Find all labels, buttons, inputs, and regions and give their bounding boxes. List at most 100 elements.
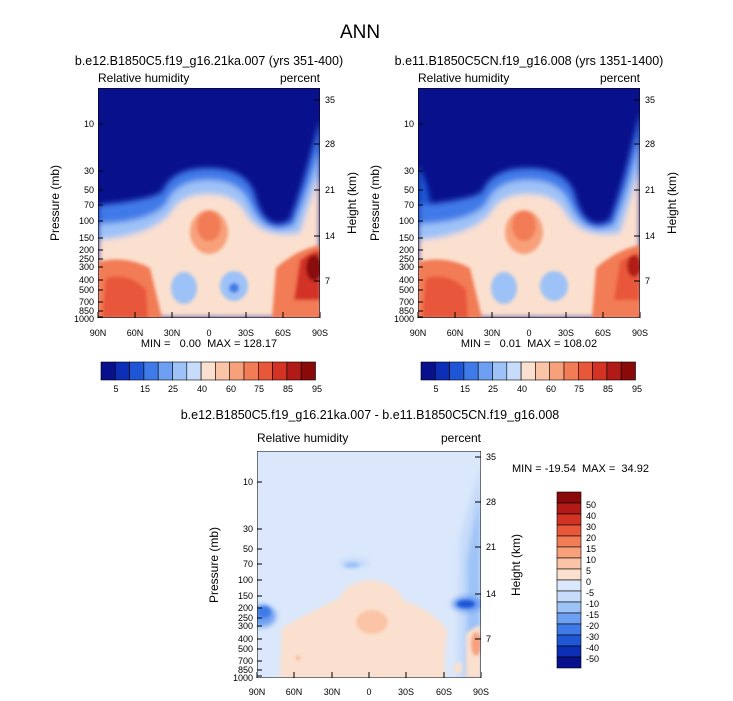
y-tick-label: 500 [399, 285, 414, 295]
colorbar-swatch [449, 361, 465, 381]
colorbar-swatch [434, 361, 450, 381]
y2-tick-label: 21 [325, 185, 335, 195]
colorbar-labels: 5 15 25 40 60 75 85 95 [433, 384, 642, 394]
colorbar-label: 15 [460, 384, 470, 394]
x-tick-label: 90S [632, 328, 648, 338]
x-tick-label: 90S [312, 328, 328, 338]
y-tick-label: 850 [238, 665, 253, 675]
panel-2-y2label: Height (km) [665, 172, 679, 234]
y2-tick-label: 14 [325, 231, 335, 241]
colorbar-swatch [143, 361, 159, 381]
y-tick-label: 70 [404, 200, 414, 210]
x-tick-label: 30S [398, 687, 414, 697]
colorbar-label: 20 [586, 533, 596, 543]
colorbar-swatch [286, 361, 302, 381]
colorbar-swatch [300, 361, 316, 381]
colorbar-label: -15 [586, 610, 599, 620]
y-tick-label: 500 [238, 644, 253, 654]
colorbar-swatch [463, 361, 479, 381]
colorbar-label: -40 [586, 643, 599, 653]
colorbar-swatch [115, 361, 130, 381]
panel-3-title: b.e12.B1850C5.f19_g16.21ka.007 - b.e11.B… [181, 408, 560, 422]
colorbar-swatch [592, 361, 608, 381]
y-tick-label: 850 [399, 306, 414, 316]
x-tick-label: 30N [324, 687, 341, 697]
colorbar-label: -10 [586, 599, 599, 609]
panel-1-right-label: percent [280, 71, 321, 85]
x-tick-label: 30S [558, 328, 574, 338]
colorbar-swatch [556, 513, 582, 526]
colorbar-label: 40 [197, 384, 207, 394]
panel-1: b.e12.B1850C5.f19_g16.21ka.007 (yrs 351-… [48, 54, 359, 394]
colorbar-label: 95 [632, 384, 642, 394]
panel-1-y2label: Height (km) [345, 172, 359, 234]
panel-3-left-label: Relative humidity [257, 431, 348, 445]
colorbar-swatch [556, 645, 582, 658]
panel-2-x-tick-labels: 90N 60N 30N 0 30S 60S 90S [410, 328, 648, 338]
colorbar-label: 95 [312, 384, 322, 394]
y2-tick-label: 7 [486, 634, 491, 644]
colorbar-label: 15 [140, 384, 150, 394]
x-tick-label: 30N [484, 328, 501, 338]
colorbar-label: -5 [586, 588, 594, 598]
x-tick-label: 30S [238, 328, 254, 338]
y-tick-label: 10 [84, 119, 94, 129]
colorbar-labels: 50 40 30 20 15 10 5 0 -5 -10 -15 -20 -30… [586, 500, 599, 664]
panel-3-ylabel: Pressure (mb) [207, 527, 221, 603]
colorbar-swatch [200, 361, 216, 381]
colorbar-swatch [257, 361, 273, 381]
colorbar-swatch [186, 361, 202, 381]
colorbar-swatch [556, 656, 582, 669]
y-tick-label: 200 [79, 245, 94, 255]
colorbar-label: 25 [168, 384, 178, 394]
y-tick-label: 300 [238, 621, 253, 631]
colorbar-swatch [556, 634, 582, 647]
panel-1-left-label: Relative humidity [98, 71, 189, 85]
colorbar-swatch [556, 623, 582, 636]
y-tick-label: 100 [79, 216, 94, 226]
panel-3-y2label: Height (km) [509, 534, 523, 596]
colorbar-swatch [272, 361, 288, 381]
panel-1-y-tick-labels: 10 30 50 70 100 150 200 250 300 400 500 … [74, 119, 94, 324]
colorbar-label: 5 [113, 384, 118, 394]
colorbar-label: 75 [574, 384, 584, 394]
y-tick-label: 250 [238, 613, 253, 623]
y-tick-label: 400 [79, 275, 94, 285]
x-tick-label: 60S [275, 328, 291, 338]
colorbar-swatch [506, 361, 522, 381]
y-tick-label: 1000 [74, 314, 94, 324]
x-tick-label: 0 [206, 328, 211, 338]
x-tick-label: 60S [595, 328, 611, 338]
x-tick-label: 30N [164, 328, 181, 338]
panel-3-right-label: percent [441, 431, 482, 445]
colorbar-swatch [549, 361, 565, 381]
colorbar-label: 5 [586, 566, 591, 576]
y-tick-label: 10 [243, 477, 253, 487]
y-tick-label: 150 [399, 233, 414, 243]
x-tick-label: 60N [127, 328, 144, 338]
panel-2-axis-ticks [417, 99, 641, 318]
y2-tick-label: 7 [645, 276, 650, 286]
panel-2-y-tick-labels: 10 30 50 70 100 150 200 250 300 400 500 … [394, 119, 414, 324]
panel-1-x-tick-labels: 90N 60N 30N 0 30S 60S 90S [90, 328, 328, 338]
colorbar-label: -20 [586, 621, 599, 631]
colorbar-swatch [172, 361, 188, 381]
colorbar-swatch [100, 361, 116, 381]
colorbar-label: -30 [586, 632, 599, 642]
colorbar-swatch [563, 361, 579, 381]
y2-tick-label: 35 [645, 95, 655, 105]
y-tick-label: 300 [399, 262, 414, 272]
x-tick-label: 0 [526, 328, 531, 338]
panel-1-axis-ticks [97, 99, 321, 318]
x-tick-label: 90N [410, 328, 427, 338]
colorbar-swatch [535, 361, 551, 381]
colorbar-swatch [556, 535, 582, 548]
colorbar-swatch [556, 568, 582, 581]
panel-2-contour-field [418, 88, 640, 318]
x-tick-label: 60N [447, 328, 464, 338]
y-tick-label: 700 [238, 656, 253, 666]
panel-2: b.e11.B1850C5CN.f19_g16.008 (yrs 1351-14… [368, 54, 679, 394]
panel-2-y2-tick-labels: 35 28 21 14 7 [645, 95, 655, 286]
colorbar-swatch [556, 612, 582, 625]
